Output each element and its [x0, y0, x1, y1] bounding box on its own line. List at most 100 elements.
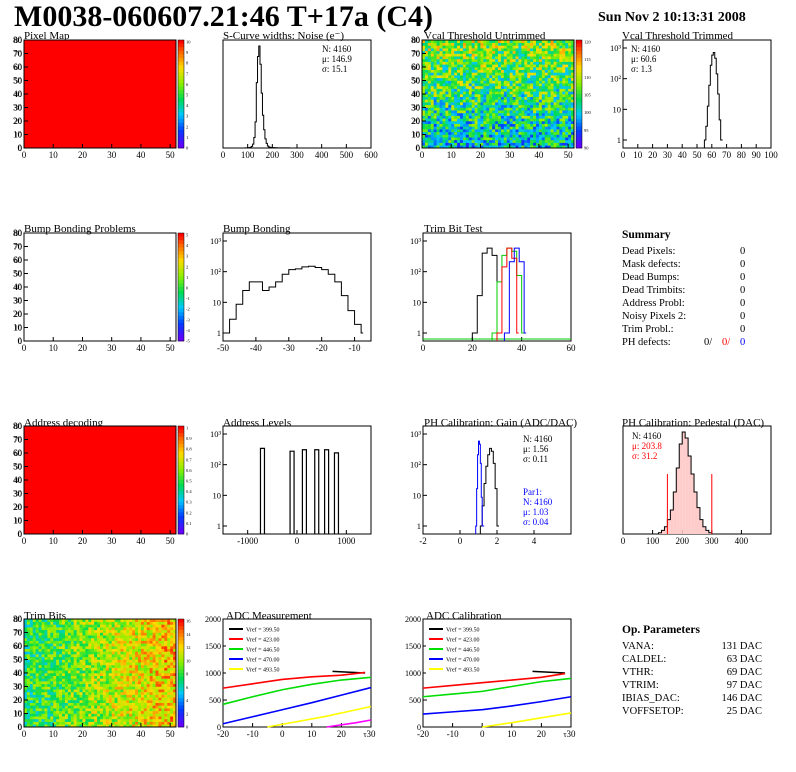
heatmap-cell	[500, 61, 505, 65]
heatmap-cell	[512, 123, 516, 127]
heatmap-cell	[509, 42, 513, 46]
heatmap-cell	[97, 648, 101, 652]
heatmap-cell	[503, 121, 508, 124]
heatmap-cell	[492, 121, 496, 124]
heatmap-cell	[59, 694, 63, 698]
heatmap-cell	[483, 94, 487, 97]
heatmap-cell	[541, 145, 546, 149]
heatmap-cell	[536, 118, 540, 122]
heatmap-cell	[105, 648, 110, 652]
heatmap-cell	[448, 129, 452, 133]
heatmap-cell	[521, 131, 525, 135]
heatmap-cell	[167, 694, 171, 698]
heatmap-cell	[64, 716, 69, 720]
heatmap-cell	[544, 118, 548, 122]
heatmap-cell	[565, 42, 569, 46]
heatmap-cell	[462, 110, 467, 114]
heatmap-cell	[44, 683, 48, 687]
heatmap-cell	[123, 640, 127, 644]
heatmap-cell	[500, 53, 505, 57]
heatmap-cell	[533, 96, 537, 100]
heatmap-cell	[524, 91, 528, 95]
heatmap-cell	[138, 694, 142, 698]
heatmap-cell	[465, 134, 470, 138]
heatmap-cell	[556, 58, 560, 62]
heatmap-cell	[550, 104, 554, 108]
heatmap-cell	[108, 713, 112, 717]
heatmap-cell	[500, 131, 505, 135]
heatmap-cell	[29, 691, 34, 695]
x-tick-label: 100	[241, 150, 255, 160]
heatmap-cell	[477, 64, 481, 68]
heatmap-cell	[471, 88, 475, 92]
heatmap-cell	[457, 40, 461, 43]
heatmap-cell	[132, 716, 136, 720]
heatmap-cell	[88, 683, 92, 687]
heatmap-cell	[62, 686, 66, 690]
x-tick-label: 4	[532, 536, 537, 546]
heatmap-cell	[82, 678, 86, 682]
heatmap-cell	[100, 681, 104, 685]
heatmap-cell	[91, 716, 95, 720]
heatmap-cell	[143, 635, 148, 639]
heatmap-cell	[486, 67, 490, 70]
heatmap-cell	[94, 656, 98, 660]
palette-tick-label: 120	[584, 40, 592, 45]
heatmap-cell	[170, 724, 174, 728]
heatmap-cell	[509, 53, 513, 57]
heatmap-cell	[538, 75, 543, 79]
heatmap-cell	[544, 42, 548, 46]
heatmap-cell	[167, 718, 171, 722]
heatmap-cell	[544, 123, 548, 127]
heatmap-cell	[129, 627, 133, 631]
heatmap-cell	[170, 632, 174, 636]
heatmap-cell	[486, 110, 490, 114]
x-tick-label: -40	[250, 343, 262, 353]
heatmap-cell	[492, 115, 496, 119]
heatmap-cell	[500, 110, 505, 114]
heatmap-cell	[132, 664, 136, 668]
heatmap-cell	[512, 131, 516, 135]
heatmap-cell	[445, 56, 449, 60]
heatmap-cell	[53, 702, 57, 706]
heatmap-cell	[94, 681, 98, 685]
y-tick-label: 30	[13, 682, 23, 692]
heatmap-cell	[445, 129, 449, 133]
palette-swatch	[178, 65, 184, 70]
heatmap-cell	[565, 118, 569, 122]
y-tick-label: 50	[13, 76, 23, 86]
heatmap-cell	[465, 99, 470, 103]
heatmap-cell	[56, 683, 60, 687]
heatmap-cell	[67, 678, 72, 682]
heatmap-cell	[448, 121, 452, 124]
heatmap-cell	[70, 640, 74, 644]
heatmap-cell	[29, 675, 34, 679]
heatmap-cell	[85, 637, 89, 641]
heatmap-cell	[518, 53, 522, 57]
heatmap-cell	[480, 45, 484, 49]
heatmap-cell	[164, 702, 168, 706]
heatmap-cell	[465, 129, 470, 133]
heatmap-cell	[41, 724, 45, 728]
heatmap-cell	[114, 694, 118, 698]
histogram-bar	[708, 532, 712, 534]
heatmap-cell	[512, 145, 516, 149]
heatmap-cell	[88, 659, 92, 663]
heatmap-cell	[544, 131, 548, 135]
heatmap-cell	[76, 700, 80, 703]
heatmap-cell	[88, 648, 92, 652]
heatmap-cell	[474, 61, 478, 65]
y-tick-label: 1000	[405, 669, 421, 678]
y-tick-label: 60	[14, 449, 22, 458]
heatmap-cell	[158, 662, 162, 666]
y-tick-label: 50	[411, 76, 421, 86]
heatmap-cell	[82, 662, 86, 666]
heatmap-cell	[117, 713, 121, 717]
op-param-value: 63 DAC	[726, 654, 762, 665]
heatmap-cell	[550, 53, 554, 57]
heatmap-cell	[562, 99, 566, 103]
heatmap-cell	[149, 664, 153, 668]
heatmap-cell	[70, 619, 74, 622]
heatmap-cell	[509, 129, 513, 133]
heatmap-cell	[562, 134, 566, 138]
